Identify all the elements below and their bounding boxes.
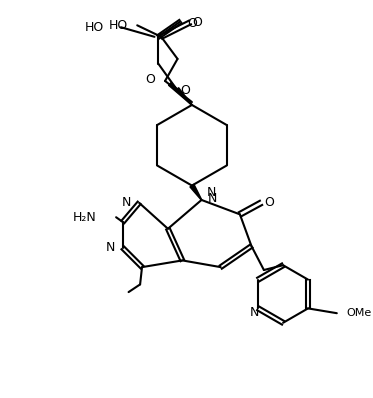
- Text: O: O: [180, 84, 190, 97]
- Text: O: O: [187, 17, 197, 30]
- Text: N: N: [106, 242, 115, 254]
- Text: O: O: [145, 72, 156, 86]
- Text: O: O: [193, 16, 203, 29]
- Text: N: N: [250, 306, 259, 319]
- Text: HO: HO: [109, 19, 128, 32]
- Polygon shape: [176, 88, 192, 105]
- Text: HO: HO: [84, 21, 104, 34]
- Text: N: N: [208, 191, 217, 205]
- Text: O: O: [264, 196, 274, 209]
- Text: H₂N: H₂N: [73, 211, 97, 224]
- Polygon shape: [169, 82, 192, 105]
- Text: N: N: [122, 196, 131, 209]
- Text: OMe: OMe: [347, 308, 372, 318]
- Text: N: N: [206, 186, 216, 199]
- Polygon shape: [190, 184, 202, 200]
